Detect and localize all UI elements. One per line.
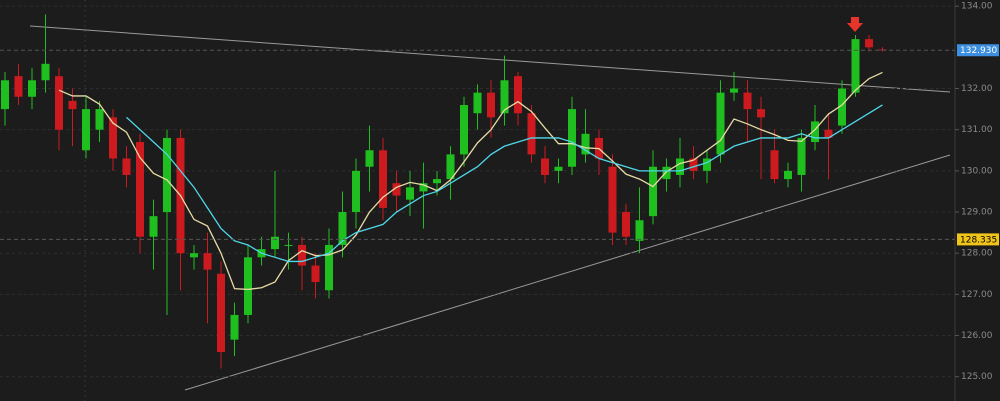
moving-average-line bbox=[126, 104, 883, 263]
candle-body bbox=[797, 137, 806, 175]
candle-body bbox=[136, 142, 144, 237]
candle-body bbox=[446, 154, 455, 180]
candle-body bbox=[608, 166, 617, 233]
candle-body bbox=[730, 88, 738, 93]
candle-body bbox=[784, 170, 792, 180]
candle-body bbox=[433, 179, 441, 184]
candle-body bbox=[28, 80, 36, 97]
candle-body bbox=[190, 253, 198, 258]
candle-body bbox=[743, 92, 752, 110]
candle-body bbox=[865, 39, 873, 48]
y-tick-label: 132.00 bbox=[961, 84, 993, 94]
candle-body bbox=[554, 166, 563, 171]
candle-body bbox=[203, 253, 212, 270]
candle-body bbox=[352, 170, 360, 213]
candle-body bbox=[244, 257, 252, 315]
candle-body bbox=[703, 158, 711, 171]
candle-body bbox=[14, 76, 23, 97]
y-tick-label: 126.00 bbox=[961, 331, 993, 341]
candle-body bbox=[757, 109, 765, 118]
y-tick-label: 125.00 bbox=[961, 372, 993, 382]
y-tick-label: 128.00 bbox=[961, 249, 993, 259]
price-label-box bbox=[957, 233, 999, 246]
candle-body bbox=[689, 158, 698, 171]
y-tick-label: 134.00 bbox=[961, 2, 993, 12]
candle-body bbox=[406, 187, 414, 200]
candle-body bbox=[82, 109, 90, 151]
candle-body bbox=[55, 76, 63, 130]
candle-body bbox=[365, 150, 374, 167]
candle-body bbox=[109, 117, 117, 159]
price-label: 132.930 bbox=[960, 46, 997, 56]
candle-body bbox=[325, 244, 333, 291]
candle-body bbox=[581, 133, 590, 155]
candle-body bbox=[676, 158, 684, 175]
candle-body bbox=[217, 273, 225, 353]
candle-body bbox=[95, 109, 104, 130]
candle-body bbox=[460, 104, 468, 155]
candle-body bbox=[635, 220, 644, 241]
candle-body bbox=[851, 39, 860, 93]
y-tick-label: 130.00 bbox=[961, 166, 993, 176]
trendline bbox=[29, 25, 951, 93]
y-tick-label: 129.00 bbox=[961, 208, 993, 218]
candle-body bbox=[271, 236, 279, 250]
candle-body bbox=[811, 121, 819, 143]
candle-body bbox=[284, 244, 293, 246]
candle-body bbox=[487, 92, 495, 118]
candle-body bbox=[392, 183, 401, 196]
candle-body bbox=[419, 183, 428, 192]
candle-body bbox=[41, 63, 50, 81]
candle-body bbox=[541, 158, 549, 175]
price-label: 128.335 bbox=[960, 235, 997, 245]
price-label-box bbox=[957, 44, 999, 57]
candle-body bbox=[338, 212, 347, 245]
candle-body bbox=[770, 150, 779, 180]
moving-average-line bbox=[58, 71, 883, 291]
candle-body bbox=[716, 92, 725, 155]
candle-body bbox=[568, 109, 576, 167]
candle-body bbox=[149, 216, 158, 237]
candle-body bbox=[1, 80, 9, 110]
candle-body bbox=[649, 166, 657, 217]
candle-body bbox=[473, 92, 482, 114]
candle-body bbox=[514, 76, 522, 114]
candle-body bbox=[527, 113, 536, 155]
candle-body bbox=[311, 265, 320, 283]
signal-arrow bbox=[847, 17, 863, 32]
candle-body bbox=[230, 314, 239, 340]
candle-body bbox=[838, 88, 846, 126]
candle-body bbox=[122, 158, 131, 175]
candle-body bbox=[163, 137, 171, 213]
candle-body bbox=[824, 129, 833, 138]
candle-body bbox=[662, 166, 671, 180]
candle-body bbox=[68, 100, 77, 110]
trendline bbox=[184, 154, 951, 391]
candle-body bbox=[298, 244, 306, 266]
candle-body bbox=[500, 80, 509, 114]
candle-body bbox=[379, 150, 387, 208]
y-tick-label: 127.00 bbox=[961, 290, 993, 300]
y-tick-label: 131.00 bbox=[961, 125, 993, 135]
candle-body bbox=[622, 212, 630, 237]
